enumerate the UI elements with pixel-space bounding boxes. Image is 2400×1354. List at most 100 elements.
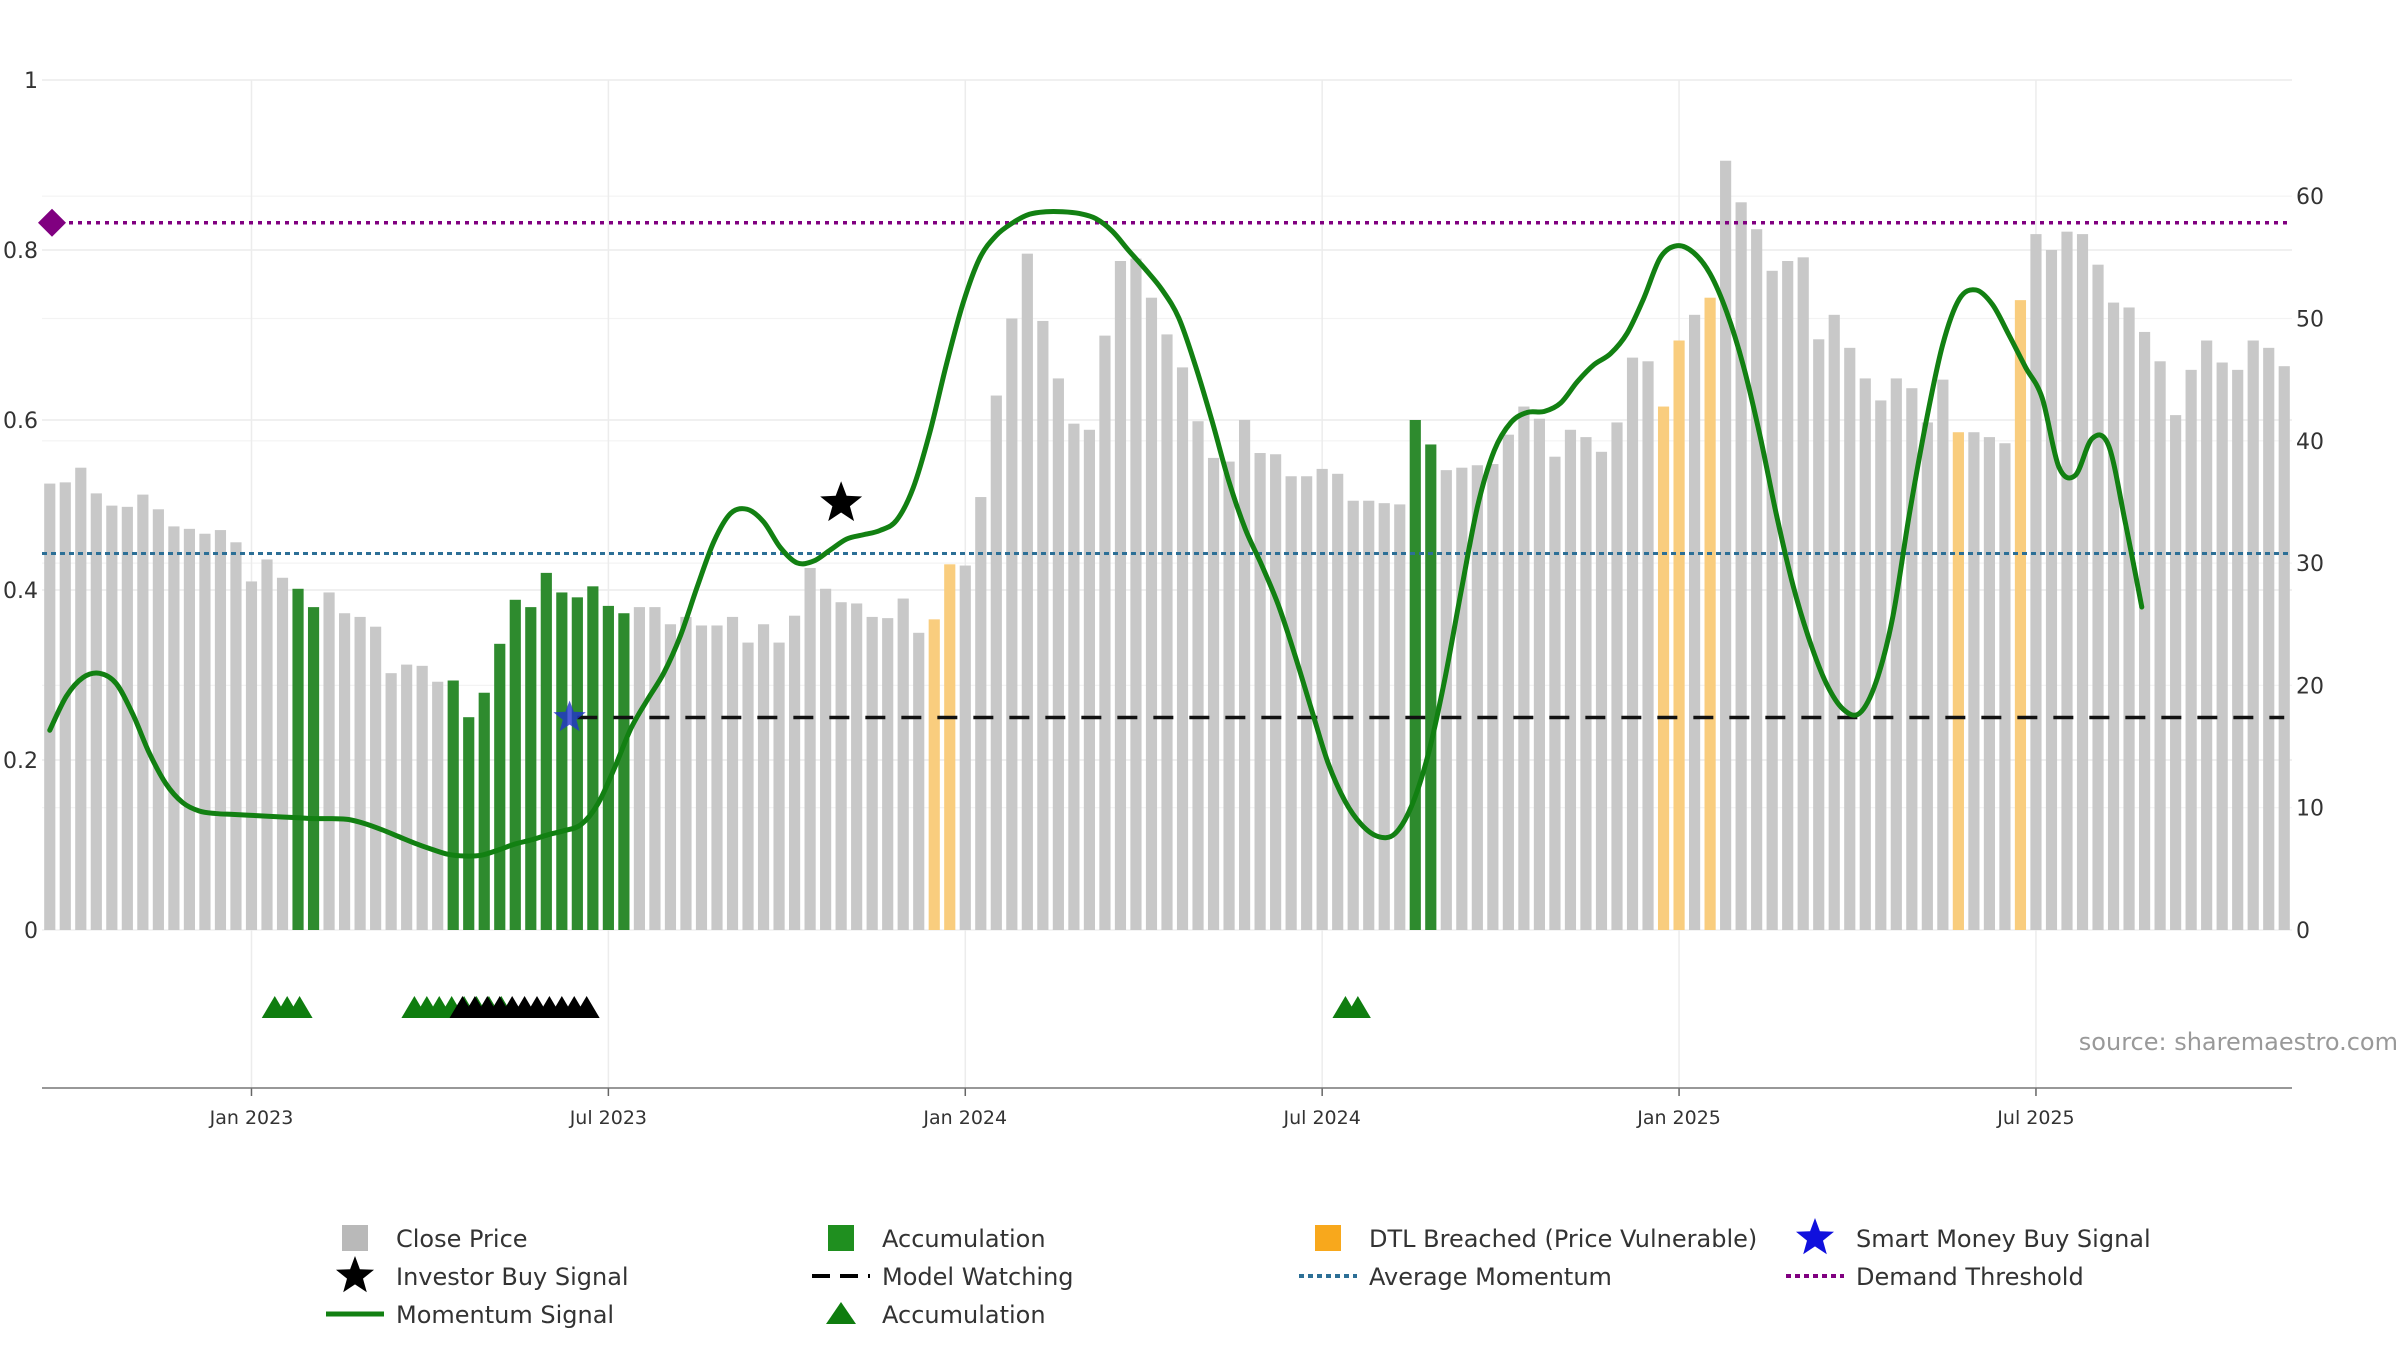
close-price-bar [1285,476,1297,930]
legend-label: Close Price [396,1225,528,1253]
close-price-bar [1363,500,1375,930]
x-tick-label: Jul 2023 [569,1107,647,1129]
close-price-bar [882,618,894,930]
close-price-bar [1549,456,1561,930]
close-price-bar [789,615,801,930]
legend-label: Accumulation [882,1301,1046,1329]
close-price-bar [152,509,164,930]
close-price-bar [339,613,351,930]
close-price-bar [990,395,1002,931]
close-price-bar [1937,379,1949,931]
y-tick-label-right: 30 [2296,552,2324,577]
x-tick-label: Jul 2025 [1996,1107,2074,1129]
close-price-bar [1735,202,1747,931]
accumulation-bar [525,607,537,930]
x-tick-label: Jan 2023 [209,1107,294,1129]
close-price-bar [1890,378,1902,931]
legend-item: Close Price [342,1225,528,1253]
accumulation-bar [1425,444,1437,930]
close-price-bar [106,505,118,930]
dtl-breached-bar [1657,406,1670,930]
close-price-bar [851,603,863,930]
accumulation-bar [540,572,552,930]
legend-item: Accumulation [826,1301,1046,1329]
x-tick-label: Jan 2025 [1636,1107,1721,1129]
close-price-bar [183,528,195,930]
legend-label: Investor Buy Signal [396,1263,629,1291]
close-price-bar [1161,334,1173,930]
close-price-bar [1595,451,1608,930]
close-price-bar [1037,320,1049,930]
close-price-bar [2232,369,2244,931]
close-price-bar [137,494,149,930]
close-price-bar [1720,160,1732,930]
close-price-bar [1254,453,1266,930]
close-price-bar [276,577,289,930]
legend-label: Momentum Signal [396,1301,614,1329]
close-price-bar [2185,369,2197,931]
close-price-bar [1782,261,1794,930]
y-tick-label-left: 0.8 [3,239,38,264]
accumulation-bar [478,692,490,930]
close-price-bar [1813,339,1825,930]
close-price-bar [664,624,677,930]
close-price-bar [59,482,71,930]
close-price-bar [726,616,739,930]
accumulation-triangle-green [1344,996,1371,1018]
close-price-bar [2263,347,2275,930]
close-price-bar [2216,362,2228,931]
close-price-bar [1068,423,1080,930]
close-price-bar [2061,231,2073,931]
close-price-bar [1797,257,1809,930]
legend-label: Model Watching [882,1263,1074,1291]
close-price-bar [2076,234,2089,931]
close-price-bar [2247,340,2259,930]
close-price-bar [820,588,832,930]
close-price-bar [975,497,987,930]
legend-label: Average Momentum [1369,1263,1612,1291]
close-price-bar [1316,468,1328,930]
close-price-bar [1130,258,1142,930]
close-price-bar [1642,361,1654,931]
legend-swatch [1315,1225,1341,1251]
close-price-bar [2045,250,2058,930]
legend-label: DTL Breached (Price Vulnerable) [1369,1225,1757,1253]
legend-swatch [342,1225,368,1251]
close-price-bar [1828,314,1840,930]
legend-swatch [1796,1218,1834,1255]
close-price-bar [385,673,397,930]
close-price-bar [773,642,785,930]
close-price-bar [1766,270,1778,930]
x-tick-label: Jan 2024 [922,1107,1007,1129]
close-price-bar [866,616,878,930]
legend-item: Smart Money Buy Signal [1796,1218,2151,1255]
y-tick-label-right: 50 [2296,307,2324,332]
close-price-bar [323,592,335,930]
y-tick-label-right: 20 [2296,674,2324,699]
close-price-bar [230,542,242,930]
legend-label: Demand Threshold [1856,1263,2084,1291]
close-price-bar [1983,437,1995,930]
legend-item: DTL Breached (Price Vulnerable) [1315,1225,1757,1253]
accumulation-bar [307,607,320,930]
accumulation-bar [463,717,475,930]
close-price-bar [742,642,754,930]
y-tick-label-right: 60 [2296,185,2324,210]
close-price-bar [2139,331,2151,930]
accumulation-triangle-black [573,996,600,1018]
close-price-bar [90,493,102,930]
close-price-bar [1176,367,1189,931]
close-price-bar [757,624,770,930]
close-price-bar [1456,467,1468,930]
close-price-bar [1518,406,1530,930]
accumulation-bar [447,680,459,930]
close-price-bar [835,602,847,930]
source-label: source: sharemaestro.com [2079,1028,2398,1056]
momentum-signal-line [47,208,2145,859]
legend-item: Model Watching [812,1263,1074,1291]
close-price-bar [1021,253,1033,930]
smart-money-buy-signal-star [553,700,586,732]
dtl-breached-bar [1952,432,1964,930]
accumulation-bar [292,588,304,930]
